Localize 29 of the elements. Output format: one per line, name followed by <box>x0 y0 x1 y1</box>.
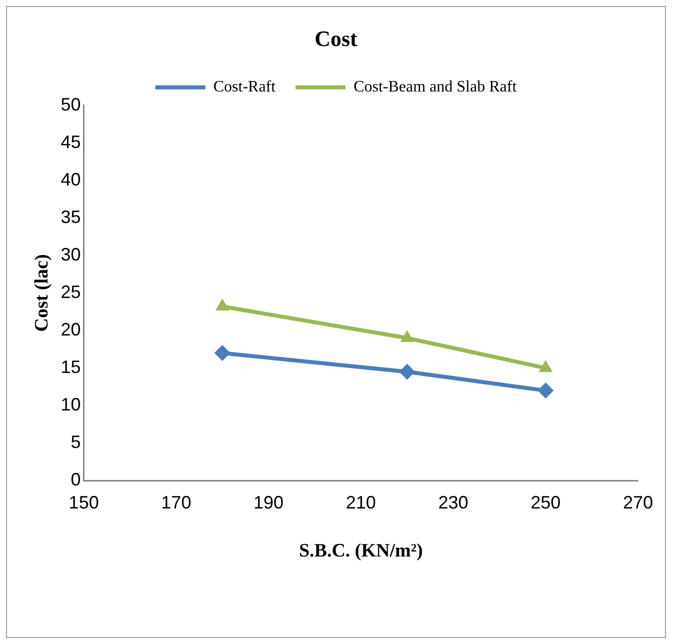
x-axis-title: S.B.C. (KN/m²) <box>298 540 423 562</box>
point <box>215 298 230 311</box>
y-tick-label: 40 <box>60 169 81 190</box>
x-tick-label: 170 <box>161 492 192 512</box>
y-tick-label: 50 <box>60 94 81 114</box>
chart-title: Cost <box>314 26 358 51</box>
y-tick-label: 45 <box>60 132 81 152</box>
point <box>538 360 553 372</box>
x-tick-label: 210 <box>346 492 376 512</box>
y-tick-label: 25 <box>60 282 81 302</box>
y-tick-label: 10 <box>60 394 81 415</box>
y-tick-label: 20 <box>60 319 81 340</box>
x-tick-label: 250 <box>530 492 561 512</box>
y-tick-label: 30 <box>60 244 81 264</box>
y-axis-title: Cost (lac) <box>31 254 52 332</box>
y-tick-label: 5 <box>70 432 81 452</box>
y-tick-label: 35 <box>60 206 81 227</box>
x-tick-label: 230 <box>438 492 468 512</box>
point <box>400 330 414 342</box>
point <box>214 345 230 362</box>
point <box>538 382 554 399</box>
y-tick-label: 0 <box>70 470 81 490</box>
point <box>399 364 416 380</box>
x-tick-label: 270 <box>622 492 654 512</box>
y-tick-label: 15 <box>60 357 81 378</box>
x-tick-label: 190 <box>254 492 284 512</box>
legend-label: Cost-Beam and Slab Raft <box>354 78 518 96</box>
legend-label: Cost-Raft <box>213 78 276 96</box>
x-tick-label: 150 <box>68 492 99 512</box>
